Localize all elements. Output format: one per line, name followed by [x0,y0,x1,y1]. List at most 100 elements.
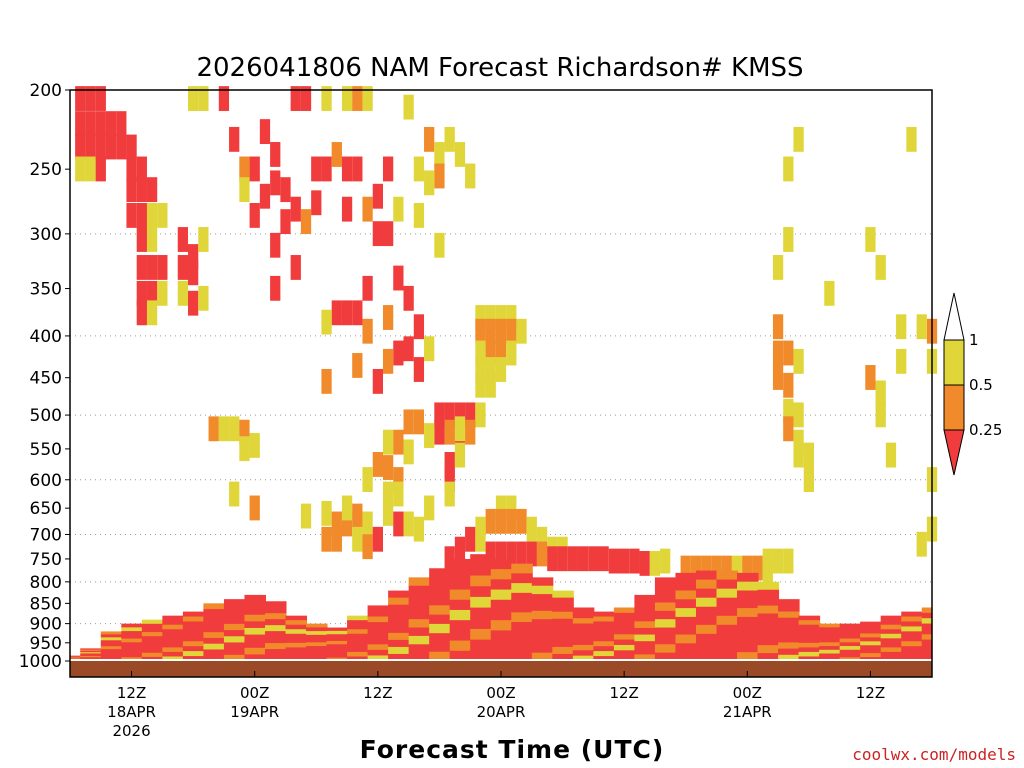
boundary-layer-cell [634,614,656,622]
data-cell [352,353,363,378]
boundary-layer-cell [552,604,574,613]
boundary-layer-cell [901,631,923,637]
y-tick-label-650: 650 [30,499,62,519]
data-cell [772,340,784,366]
x-tick-label-5-0: 00Z [733,684,762,702]
boundary-layer-cell [901,626,923,632]
data-cell [85,86,96,111]
data-cell [444,126,455,152]
data-cell [875,255,886,280]
y-tick-label-950: 950 [30,634,62,654]
data-cell [352,300,363,326]
data-cell [331,300,342,326]
boundary-layer-cell [203,603,225,610]
data-cell [382,500,394,526]
data-cell [454,142,466,167]
data-cell [424,170,435,196]
boundary-layer-cell [819,623,841,628]
boundary-layer-cell [100,643,123,647]
data-cell [136,300,147,326]
data-cell [444,546,455,572]
boundary-layer-cell [449,630,472,642]
boundary-layer-cell [223,623,246,631]
boundary-layer-cell [860,633,882,638]
boundary-layer-cell [613,639,636,646]
data-cell [198,86,209,111]
data-cell [465,163,476,189]
colorbar-label-0.25: 0.25 [969,421,1002,439]
boundary-layer-cell [921,607,932,614]
boundary-layer-cell [100,649,123,653]
boundary-layer-cell [490,630,513,642]
boundary-layer-cell [388,625,410,634]
boundary-layer-cell [675,616,697,627]
boundary-layer-cell [223,599,246,606]
boundary-layer-cell [490,609,513,621]
boundary-layer-cell [306,653,328,658]
boundary-layer-cell [162,620,184,626]
colorbar-bin-orange [943,384,965,431]
boundary-layer-cell [367,633,390,640]
data-cell [300,209,312,235]
data-cell [793,348,804,374]
boundary-layer-cell [860,653,882,658]
data-cell [352,156,363,182]
boundary-layer-cell [182,626,205,632]
boundary-layer-cell [511,651,533,662]
data-cell [280,177,291,203]
boundary-layer-cell [306,623,328,628]
boundary-layer-cell [737,616,759,627]
boundary-layer-cell [593,616,615,623]
data-cell [321,86,332,111]
boundary-layer-cell [408,635,431,645]
data-cell [896,314,907,340]
boundary-layer-cell [511,563,533,574]
y-tick-label-500: 500 [30,406,62,426]
boundary-layer-cell [901,616,923,623]
data-cell [485,541,496,567]
boundary-layer-cell [285,624,308,630]
boundary-layer-cell [634,654,656,662]
boundary-layer-cell [264,601,287,608]
boundary-layer-cell [634,641,656,649]
boundary-layer-cell [757,581,780,591]
boundary-layer-cell [634,634,656,642]
boundary-layer-cell [593,611,615,618]
boundary-layer-cell [593,641,615,647]
boundary-layer-cell [901,651,923,657]
boundary-layer-cell [860,625,882,631]
boundary-layer-cell [593,626,615,632]
boundary-layer-cell [449,609,472,621]
boundary-layer-cell [141,627,164,633]
boundary-layer-cell [306,627,328,632]
data-cell [331,526,342,552]
boundary-layer-cell [264,613,287,620]
x-tick-label-3-0: 00Z [486,684,515,702]
boundary-layer-cell [613,623,636,630]
data-cell [413,516,425,542]
data-cell [362,86,373,111]
boundary-layer-cell [839,638,862,643]
boundary-layer-cell [470,639,492,651]
data-cell [536,526,548,552]
boundary-layer-cell [716,597,739,608]
data-cell [680,555,691,581]
boundary-layer-cell [572,655,595,662]
boundary-layer-cell [839,642,862,647]
boundary-layer-cell [778,642,800,650]
data-cell [126,156,137,182]
boundary-layer-cell [80,648,102,651]
data-cell [608,548,620,574]
boundary-layer-cell [757,621,780,630]
boundary-layer-cell [244,634,266,642]
boundary-layer-cell [264,631,287,638]
boundary-layer-cell [141,623,164,629]
boundary-layer-cell [264,655,287,662]
boundary-layer-cell [552,611,574,620]
data-cell [403,439,414,465]
chart-title: 2026041806 NAM Forecast Richardson# KMSS [196,53,803,83]
data-cell [239,156,250,182]
boundary-layer-cell [80,655,102,658]
boundary-layer-cell [347,633,369,639]
data-cell [557,546,568,572]
